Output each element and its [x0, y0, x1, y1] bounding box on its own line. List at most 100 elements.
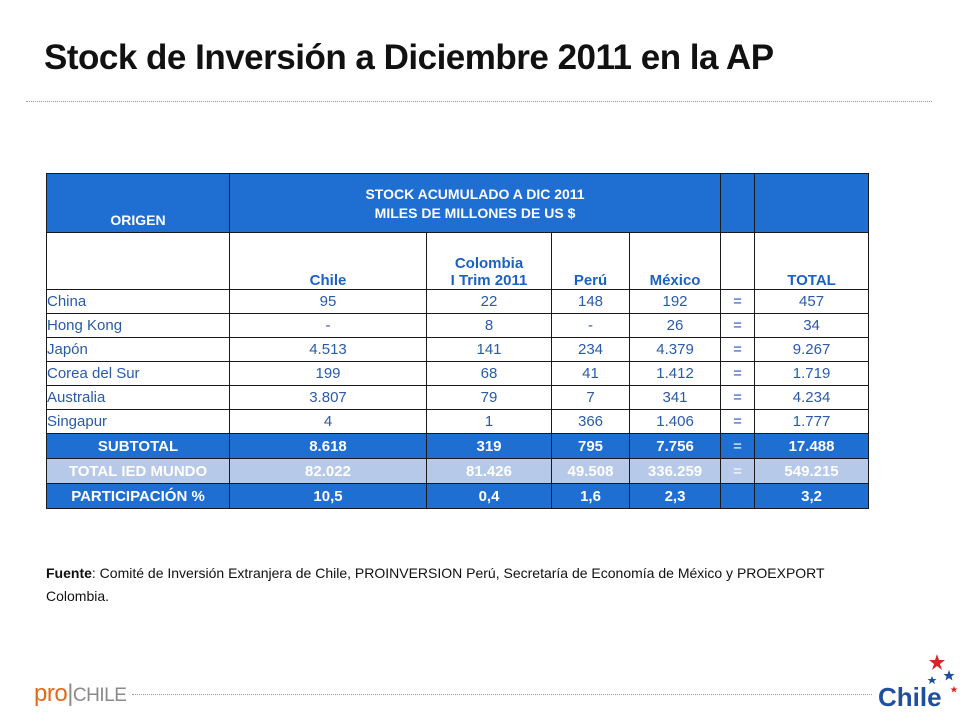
- column-header-eq: [720, 232, 756, 290]
- divider-top: [26, 101, 932, 102]
- total-cell: 1.777: [754, 409, 870, 434]
- column-header-peru: Perú: [551, 232, 630, 290]
- prochile-logo: pro|CHILE: [34, 680, 127, 708]
- chile-cell: -: [229, 313, 427, 338]
- share-chile: 10,5: [229, 483, 427, 509]
- table-row: China 95 22 148 192 = 457: [46, 289, 870, 314]
- world-eq: =: [720, 458, 756, 484]
- origin-cell: China: [46, 289, 230, 314]
- share-eq: [720, 483, 756, 509]
- mexico-cell: 26: [628, 313, 722, 338]
- subtotal-mexico: 7.756: [628, 433, 722, 459]
- peru-cell: -: [551, 313, 630, 338]
- share-label: PARTICIPACIÓN %: [46, 483, 230, 509]
- total-cell: 34: [754, 313, 870, 338]
- subtotal-eq: =: [720, 433, 756, 459]
- subtotal-colombia: 319: [426, 433, 552, 459]
- origin-header: ORIGEN: [46, 173, 230, 233]
- column-header-origin: [46, 232, 230, 290]
- table-row: Singapur 4 1 366 1.406 = 1.777: [46, 409, 870, 434]
- share-colombia: 0,4: [426, 483, 552, 509]
- column-header-total: TOTAL: [754, 232, 870, 290]
- world-colombia: 81.426: [426, 458, 552, 484]
- investment-stock-table: ORIGEN STOCK ACUMULADO A DIC 2011 MILES …: [46, 173, 870, 509]
- eq-cell: =: [720, 385, 756, 410]
- source-text: : Comité de Inversión Extranjera de Chil…: [46, 565, 825, 604]
- chile-logo-text: Chile: [878, 682, 942, 712]
- share-peru: 1,6: [551, 483, 630, 509]
- prochile-logo-bar: |: [67, 680, 73, 707]
- colombia-line1: Colombia: [454, 255, 524, 272]
- table-row: Hong Kong - 8 - 26 = 34: [46, 313, 870, 338]
- world-label: TOTAL IED MUNDO: [46, 458, 230, 484]
- eq-cell: =: [720, 337, 756, 362]
- table-header-row-2: Chile Colombia I Trim 2011 Perú México T…: [46, 232, 870, 290]
- peru-cell: 7: [551, 385, 630, 410]
- chile-cell: 95: [229, 289, 427, 314]
- colombia-cell: 8: [426, 313, 552, 338]
- divider-bottom: [132, 694, 872, 695]
- subtotal-chile: 8.618: [229, 433, 427, 459]
- colombia-cell: 141: [426, 337, 552, 362]
- column-header-colombia: Colombia I Trim 2011: [426, 232, 552, 290]
- header-blank-total: [754, 173, 870, 233]
- peru-cell: 366: [551, 409, 630, 434]
- peru-cell: 148: [551, 289, 630, 314]
- stock-title-line2: MILES DE MILLONES DE US $: [374, 205, 576, 221]
- source-label: Fuente: [46, 565, 92, 581]
- colombia-cell: 22: [426, 289, 552, 314]
- prochile-logo-pro: pro: [34, 680, 68, 707]
- origin-cell: Hong Kong: [46, 313, 230, 338]
- table-row: Corea del Sur 199 68 41 1.412 = 1.719: [46, 361, 870, 386]
- mexico-cell: 341: [628, 385, 722, 410]
- mexico-cell: 192: [628, 289, 722, 314]
- column-header-mexico: México: [628, 232, 722, 290]
- share-row: PARTICIPACIÓN % 10,5 0,4 1,6 2,3 3,2: [46, 483, 870, 509]
- colombia-cell: 1: [426, 409, 552, 434]
- total-cell: 4.234: [754, 385, 870, 410]
- colombia-line2: I Trim 2011: [450, 272, 528, 289]
- world-mexico: 336.259: [628, 458, 722, 484]
- chile-cell: 3.807: [229, 385, 427, 410]
- total-cell: 457: [754, 289, 870, 314]
- peru-cell: 41: [551, 361, 630, 386]
- mexico-cell: 1.406: [628, 409, 722, 434]
- origin-cell: Japón: [46, 337, 230, 362]
- origin-cell: Singapur: [46, 409, 230, 434]
- header-blank-eq: [720, 173, 756, 233]
- table-header-row-1: ORIGEN STOCK ACUMULADO A DIC 2011 MILES …: [46, 173, 870, 233]
- stock-title-header: STOCK ACUMULADO A DIC 2011 MILES DE MILL…: [228, 173, 722, 233]
- subtotal-row: SUBTOTAL 8.618 319 795 7.756 = 17.488: [46, 433, 870, 459]
- stars-icon: [927, 654, 958, 693]
- colombia-cell: 68: [426, 361, 552, 386]
- eq-cell: =: [720, 313, 756, 338]
- table-row: Japón 4.513 141 234 4.379 = 9.267: [46, 337, 870, 362]
- origin-cell: Corea del Sur: [46, 361, 230, 386]
- column-header-chile: Chile: [229, 232, 427, 290]
- chile-cell: 199: [229, 361, 427, 386]
- prochile-logo-chile: CHILE: [72, 685, 127, 706]
- eq-cell: =: [720, 361, 756, 386]
- share-total: 3,2: [754, 483, 870, 509]
- peru-cell: 234: [551, 337, 630, 362]
- total-cell: 1.719: [754, 361, 870, 386]
- eq-cell: =: [720, 289, 756, 314]
- subtotal-total: 17.488: [754, 433, 870, 459]
- chile-cell: 4.513: [229, 337, 427, 362]
- origin-cell: Australia: [46, 385, 230, 410]
- stock-title-line1: STOCK ACUMULADO A DIC 2011: [365, 186, 585, 202]
- world-chile: 82.022: [229, 458, 427, 484]
- chile-cell: 4: [229, 409, 427, 434]
- table-row: Australia 3.807 79 7 341 = 4.234: [46, 385, 870, 410]
- eq-cell: =: [720, 409, 756, 434]
- subtotal-label: SUBTOTAL: [46, 433, 230, 459]
- page-title: Stock de Inversión a Diciembre 2011 en l…: [44, 38, 774, 77]
- mexico-cell: 4.379: [628, 337, 722, 362]
- world-total-row: TOTAL IED MUNDO 82.022 81.426 49.508 336…: [46, 458, 870, 484]
- mexico-cell: 1.412: [628, 361, 722, 386]
- colombia-cell: 79: [426, 385, 552, 410]
- source-note: Fuente: Comité de Inversión Extranjera d…: [46, 562, 876, 608]
- share-mexico: 2,3: [628, 483, 722, 509]
- world-peru: 49.508: [551, 458, 630, 484]
- total-cell: 9.267: [754, 337, 870, 362]
